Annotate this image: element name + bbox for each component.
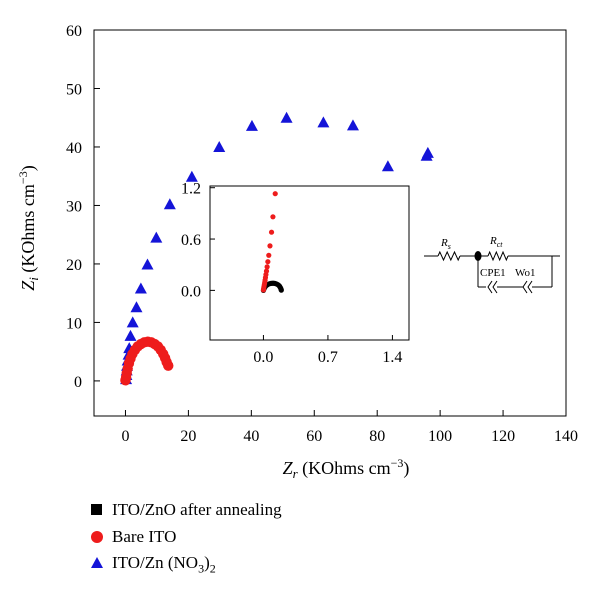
- inset-data-point: [267, 243, 273, 249]
- x-tick-label: 80: [369, 428, 385, 445]
- inset-x-tick-label: 0.7: [318, 349, 338, 366]
- warburg-icon: [522, 280, 528, 294]
- cpe-label: CPE1: [480, 267, 506, 279]
- y-tick-label: 10: [66, 315, 82, 332]
- data-point-triangle: [245, 119, 258, 131]
- wo-label: Wo1: [515, 267, 536, 279]
- inset-data-point: [278, 287, 284, 293]
- data-point-triangle: [280, 111, 293, 123]
- y-tick-label: 40: [66, 140, 82, 157]
- inset-x-tick-label: 0.0: [253, 349, 273, 366]
- inset-data-point: [268, 229, 275, 235]
- data-point-circle: [163, 360, 174, 371]
- y-tick-label: 50: [66, 81, 82, 98]
- y-tick-label: 0: [74, 374, 82, 391]
- inset-data-point: [266, 252, 272, 258]
- data-point-triangle: [163, 198, 176, 210]
- y-tick-label: 30: [66, 198, 82, 215]
- inset-x-tick-label: 1.4: [382, 349, 402, 366]
- plot-frame: [93, 29, 567, 417]
- x-tick-label: 20: [180, 428, 196, 445]
- warburg-icon: [527, 280, 533, 294]
- rs-label: Rs: [440, 237, 451, 251]
- axis-labels: Zr (KOhms cm−3) Zi (KOhms cm−3): [16, 165, 409, 481]
- x-tick-label: 100: [428, 428, 452, 445]
- inset-frame: [209, 185, 410, 341]
- y-tick-label: 20: [66, 257, 82, 274]
- equivalent-circuit: Rs Rct CPE1 Wo1: [424, 235, 560, 294]
- inset-data-point: [264, 264, 270, 270]
- inset-data-point: [263, 268, 270, 274]
- data-point-triangle: [346, 119, 359, 131]
- data-point-triangle: [421, 146, 434, 158]
- inset-data-point: [272, 191, 278, 197]
- x-tick-label: 40: [243, 428, 259, 445]
- inset-data-point: [265, 259, 271, 265]
- y-tick-label: 60: [66, 23, 82, 40]
- inset-y-tick-label: 0.6: [181, 232, 201, 249]
- inset-y-tick-label: 1.2: [181, 181, 201, 198]
- cpe-icon: [487, 280, 493, 294]
- main-data-points: [120, 111, 434, 386]
- x-tick-label: 0: [121, 428, 129, 445]
- data-point-triangle: [317, 116, 330, 128]
- inset-plot: 0.0 0.7 1.4 0.0 0.6 1.2: [181, 181, 410, 366]
- resistor-icon: [437, 250, 461, 262]
- cpe-icon: [492, 280, 498, 294]
- inset-data-point: [270, 214, 276, 220]
- main-axes: 0 20 40 60 80 100 120 140 0 10 20 30 40 50 60: [66, 23, 578, 445]
- data-point-triangle: [381, 160, 394, 172]
- x-tick-label: 140: [554, 428, 578, 445]
- data-point-triangle: [213, 140, 226, 152]
- data-point-triangle: [150, 231, 163, 243]
- inset-y-tick-label: 0.0: [181, 283, 201, 300]
- y-axis-label: Zi (KOhms cm−3): [16, 165, 41, 290]
- data-point-triangle: [134, 282, 147, 294]
- data-point-triangle: [126, 316, 139, 328]
- data-point-triangle: [130, 301, 143, 313]
- x-axis-label: Zr (KOhms cm−3): [283, 456, 410, 481]
- data-point-triangle: [124, 329, 137, 341]
- x-tick-label: 120: [491, 428, 515, 445]
- x-tick-label: 60: [306, 428, 322, 445]
- rct-label: Rct: [489, 235, 503, 249]
- resistor-icon: [487, 250, 509, 262]
- data-point-triangle: [141, 258, 154, 270]
- data-point-triangle: [185, 170, 198, 182]
